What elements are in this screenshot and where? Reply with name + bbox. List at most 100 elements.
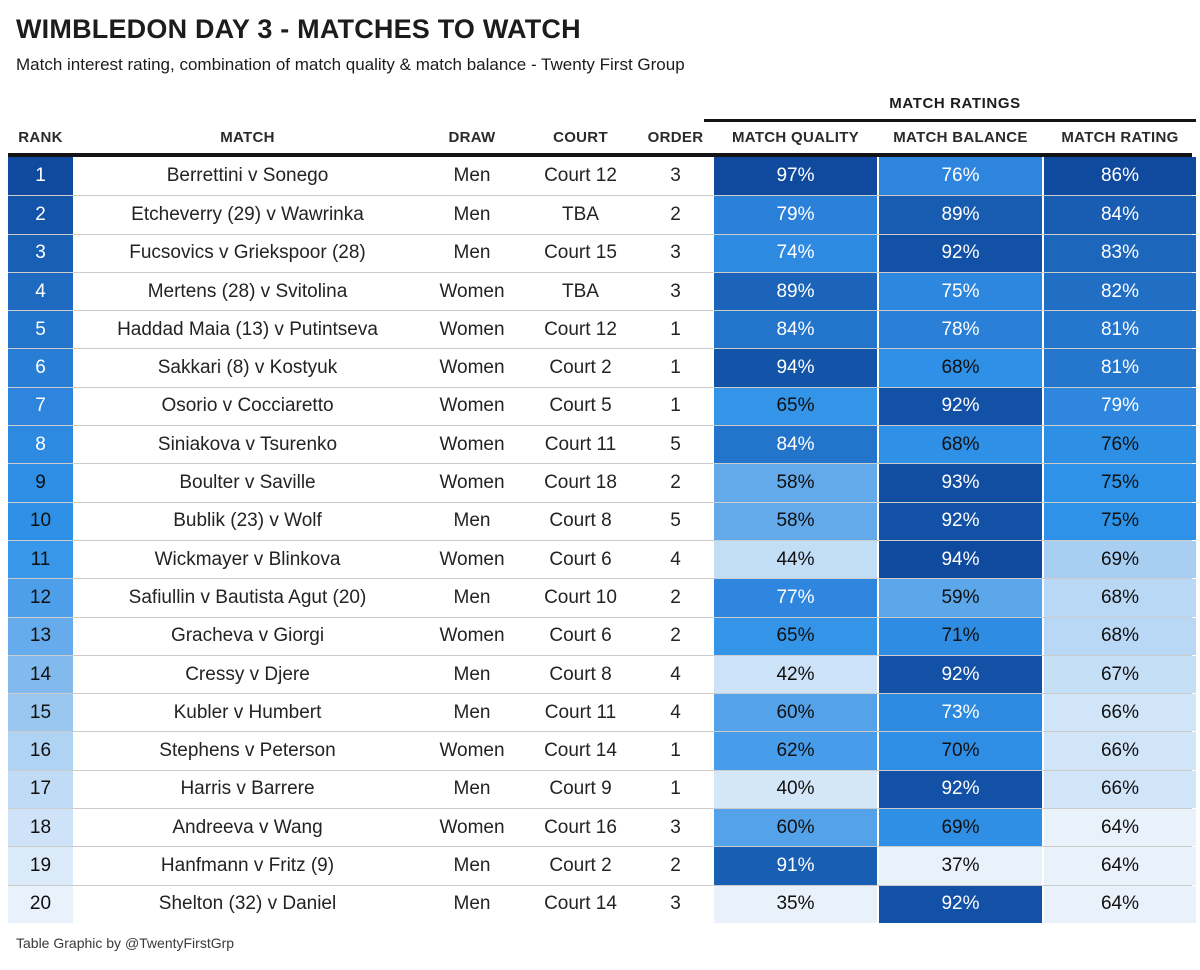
footer-credit: Table Graphic by @TwentyFirstGrp: [16, 934, 235, 951]
balance-cell: 71%: [879, 617, 1042, 655]
match-cell: Stephens v Peterson: [159, 740, 336, 762]
rank-cell: 10: [8, 502, 73, 540]
rank-cell: 1: [8, 157, 73, 196]
table-row: 8 Siniakova v Tsurenko Women Court 11 5 84% 68…: [8, 425, 1196, 464]
quality-cell: 77%: [714, 579, 877, 617]
table-row: 7 Osorio v Cocciaretto Women Court 5 1 65% 92%…: [8, 386, 1196, 426]
rating-cell: 66%: [1044, 770, 1196, 809]
match-cell: Boulter v Saville: [179, 472, 316, 494]
page-subtitle: Match interest rating, combination of ma…: [16, 55, 685, 74]
column-header-match-rating: MATCH RATING: [1061, 129, 1179, 146]
order-cell: 1: [670, 395, 681, 417]
rating-cell: 68%: [1044, 579, 1196, 617]
rank-cell: 5: [8, 311, 73, 349]
column-header-match-quality: MATCH QUALITY: [732, 129, 859, 146]
balance-cell: 75%: [879, 272, 1042, 311]
order-cell: 1: [670, 740, 681, 762]
table-row: 4 Mertens (28) v Svitolina Women TBA 3 89% 75%…: [8, 271, 1196, 311]
rank-cell: 7: [8, 387, 73, 426]
order-cell: 3: [670, 816, 681, 838]
order-cell: 1: [670, 778, 681, 800]
match-cell: Berrettini v Sonego: [166, 165, 329, 187]
court-cell: Court 8: [549, 663, 612, 685]
balance-cell: 92%: [879, 387, 1042, 426]
quality-cell: 60%: [714, 694, 877, 732]
rating-cell: 68%: [1044, 617, 1196, 655]
court-cell: Court 2: [549, 357, 612, 379]
table-row: 19 Hanfmann v Fritz (9) Men Court 2 2 91% 37% 6…: [8, 846, 1196, 885]
quality-cell: 42%: [714, 655, 877, 694]
court-cell: Court 10: [544, 586, 617, 608]
match-cell: Sakkari (8) v Kostyuk: [157, 357, 338, 379]
column-header-court: COURT: [553, 129, 608, 146]
match-cell: Harris v Barrere: [180, 778, 315, 800]
rating-cell: 67%: [1044, 655, 1196, 694]
court-cell: Court 15: [544, 242, 617, 264]
table-row: 2 Etcheverry (29) v Wawrinka Men TBA 2 79% 89%…: [8, 195, 1196, 234]
quality-cell: 65%: [714, 387, 877, 426]
draw-cell: Women: [439, 625, 505, 647]
group-header: MATCH RATINGS: [704, 95, 1196, 122]
rank-cell: 6: [8, 349, 73, 387]
rank-cell: 17: [8, 770, 73, 809]
order-cell: 2: [670, 203, 681, 225]
draw-cell: Women: [439, 395, 505, 417]
rating-cell: 81%: [1044, 349, 1196, 387]
draw-cell: Men: [453, 165, 491, 187]
court-cell: Court 6: [549, 548, 612, 570]
quality-cell: 89%: [714, 272, 877, 311]
table-row: 11 Wickmayer v Blinkova Women Court 6 4 44% 94…: [8, 539, 1196, 579]
match-cell: Haddad Maia (13) v Putintseva: [117, 318, 378, 340]
rating-cell: 81%: [1044, 311, 1196, 349]
draw-cell: Women: [439, 357, 505, 379]
quality-cell: 40%: [714, 770, 877, 809]
balance-cell: 89%: [879, 196, 1042, 234]
balance-cell: 69%: [879, 809, 1042, 847]
court-cell: Court 6: [549, 625, 612, 647]
draw-cell: Men: [453, 701, 491, 723]
group-header-label: MATCH RATINGS: [889, 95, 1021, 112]
group-header-underline: [704, 119, 1196, 122]
draw-cell: Men: [453, 203, 491, 225]
quality-cell: 79%: [714, 196, 877, 234]
balance-cell: 92%: [879, 502, 1042, 540]
draw-cell: Women: [439, 280, 505, 302]
match-cell: Shelton (32) v Daniel: [158, 893, 337, 915]
rating-cell: 75%: [1044, 502, 1196, 540]
match-cell: Gracheva v Giorgi: [170, 625, 325, 647]
order-cell: 5: [670, 510, 681, 532]
table-row: 5 Haddad Maia (13) v Putintseva Women Court…: [8, 310, 1196, 349]
rank-cell: 2: [8, 196, 73, 234]
column-header-match: MATCH: [220, 129, 275, 146]
court-cell: Court 16: [544, 816, 617, 838]
court-cell: Court 9: [549, 778, 612, 800]
quality-cell: 58%: [714, 464, 877, 502]
rating-cell: 66%: [1044, 732, 1196, 770]
match-cell: Andreeva v Wang: [172, 816, 323, 838]
rating-cell: 64%: [1044, 885, 1196, 923]
draw-cell: Women: [439, 816, 505, 838]
order-cell: 2: [670, 472, 681, 494]
draw-cell: Men: [453, 854, 491, 876]
court-cell: Court 8: [549, 510, 612, 532]
match-cell: Bublik (23) v Wolf: [173, 510, 322, 532]
balance-cell: 93%: [879, 464, 1042, 502]
court-cell: Court 12: [544, 165, 617, 187]
quality-cell: 35%: [714, 885, 877, 923]
group-header-row: MATCH RATINGS: [8, 95, 1196, 122]
order-cell: 1: [670, 318, 681, 340]
rank-cell: 15: [8, 694, 73, 732]
rank-cell: 12: [8, 579, 73, 617]
balance-cell: 68%: [879, 349, 1042, 387]
balance-cell: 92%: [879, 655, 1042, 694]
rank-cell: 3: [8, 234, 73, 272]
match-cell: Mertens (28) v Svitolina: [147, 280, 348, 302]
draw-cell: Women: [439, 433, 505, 455]
court-cell: Court 11: [544, 433, 617, 455]
column-header-match-balance: MATCH BALANCE: [893, 129, 1028, 146]
order-cell: 2: [670, 625, 681, 647]
quality-cell: 94%: [714, 349, 877, 387]
column-header-row: RANK MATCH DRAW COURT ORDER MATCH QUALIT…: [8, 123, 1192, 157]
rating-cell: 79%: [1044, 387, 1196, 426]
order-cell: 1: [670, 357, 681, 379]
